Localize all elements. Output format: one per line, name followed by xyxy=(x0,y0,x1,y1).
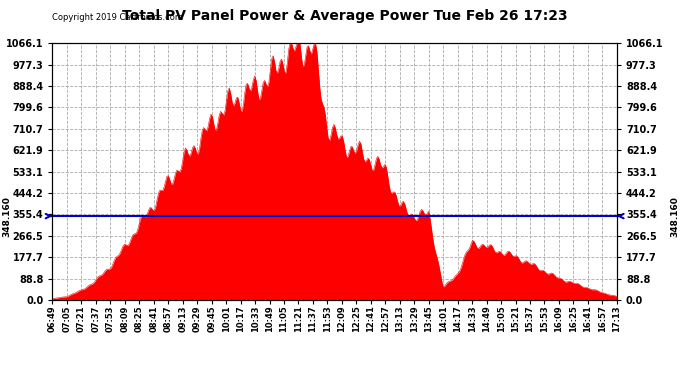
Text: PV Panels  (DC Watts): PV Panels (DC Watts) xyxy=(491,23,603,32)
Text: Average  (DC Watts): Average (DC Watts) xyxy=(353,23,455,32)
Text: Total PV Panel Power & Average Power Tue Feb 26 17:23: Total PV Panel Power & Average Power Tue… xyxy=(122,9,568,23)
Text: Copyright 2019 Cartronics.com: Copyright 2019 Cartronics.com xyxy=(52,13,184,22)
Text: 348.160: 348.160 xyxy=(2,196,12,237)
Text: 348.160: 348.160 xyxy=(670,196,680,237)
